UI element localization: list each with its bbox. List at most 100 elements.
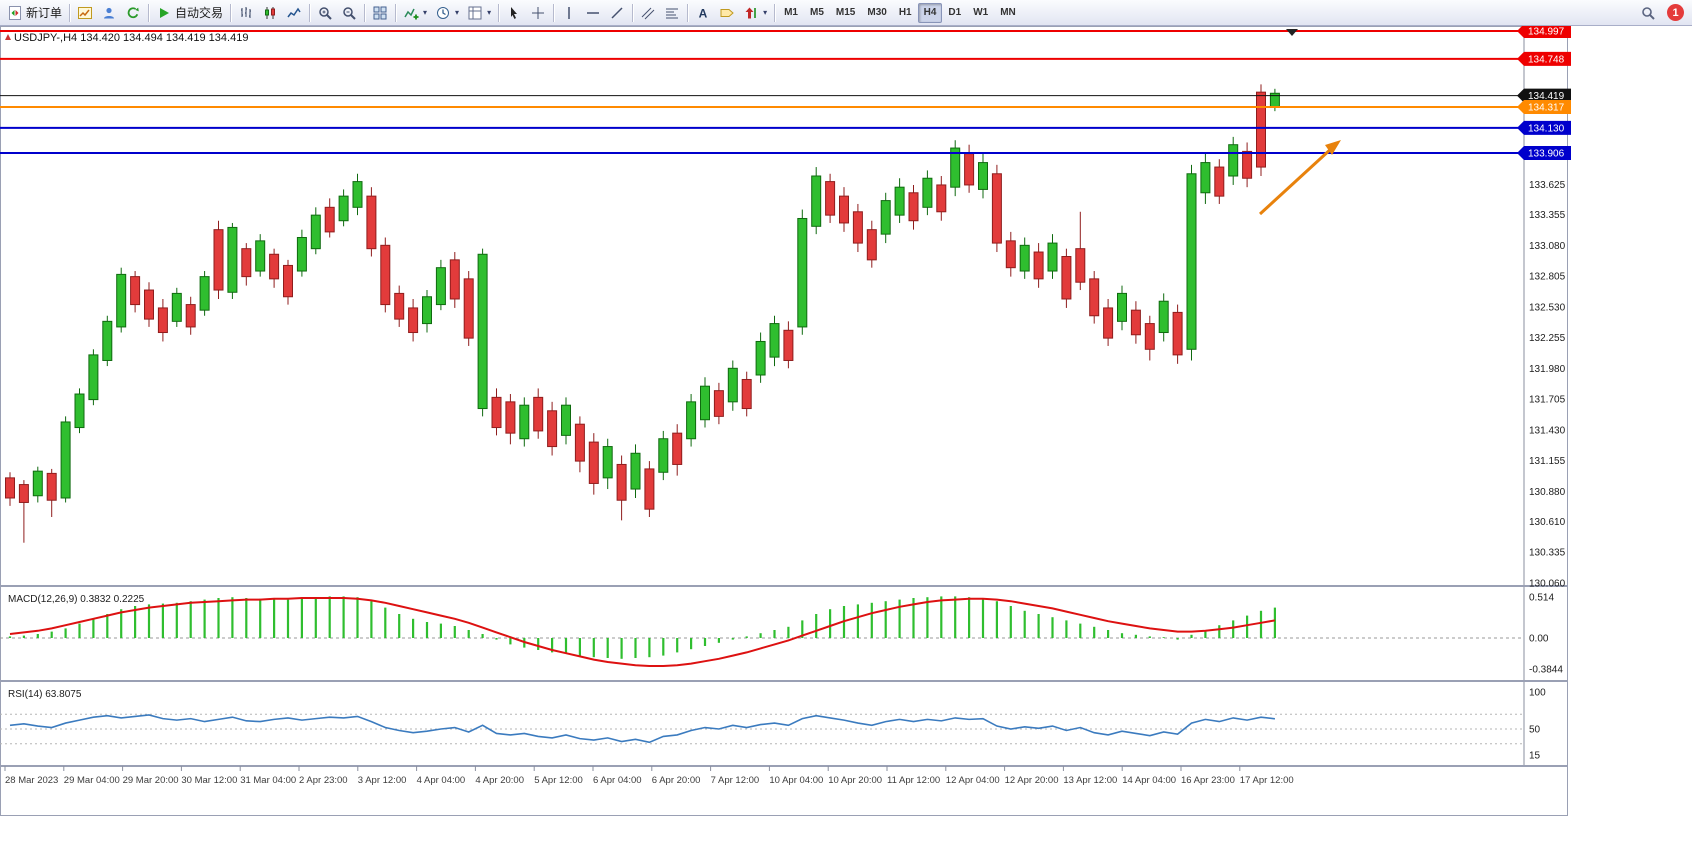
candle-body: [839, 195, 849, 224]
tile-windows-button[interactable]: [368, 2, 392, 24]
timeframe-button-W1[interactable]: W1: [973, 7, 989, 18]
templates-button[interactable]: ▾: [463, 2, 495, 24]
candle-body: [533, 396, 544, 432]
timeframe-button-H4[interactable]: H4: [917, 2, 943, 23]
timeframe-button-H1[interactable]: H1: [898, 7, 912, 18]
timeframe-button-M5[interactable]: M5: [810, 7, 824, 18]
zoom-out-button[interactable]: [337, 2, 361, 24]
candle-body: [157, 307, 168, 334]
time-axis-label: 14 Apr 04:00: [1122, 775, 1176, 786]
timeframe-button-M30[interactable]: M30: [867, 7, 887, 18]
toolbar-separator: [774, 3, 776, 22]
line-chart-button[interactable]: [282, 2, 306, 24]
new-chart-button[interactable]: [73, 2, 97, 24]
crosshair-button[interactable]: [526, 2, 550, 24]
candle-body: [463, 278, 474, 339]
candle-body: [574, 423, 585, 462]
candle-body: [310, 214, 321, 250]
candle-body: [338, 195, 349, 222]
price-tag-label: 134.130: [1528, 123, 1565, 134]
chevron-down-icon[interactable]: ▾: [487, 8, 492, 17]
macd-label: MACD(12,26,9) 0.3832 0.2225: [8, 594, 145, 605]
candlestick-icon: [262, 5, 278, 21]
candle-body: [1214, 166, 1225, 197]
chevron-down-icon[interactable]: ▾: [763, 8, 768, 17]
equidistant-channel-button[interactable]: [636, 2, 660, 24]
time-axis-label: 6 Apr 20:00: [652, 775, 701, 786]
channel-icon: [640, 5, 656, 21]
horizontal-line-button[interactable]: [581, 2, 605, 24]
chevron-down-icon[interactable]: ▾: [423, 8, 428, 17]
candle-body: [588, 441, 599, 484]
candle-body: [408, 307, 419, 334]
arrows-button[interactable]: ▾: [739, 2, 771, 24]
fibonacci-icon: [664, 5, 680, 21]
auto-trading-button[interactable]: 自动交易: [152, 2, 227, 24]
candle-body: [978, 162, 988, 190]
periods-button[interactable]: ▾: [431, 2, 463, 24]
price-tag-label: 134.317: [1528, 103, 1565, 114]
timeframe-button-D1[interactable]: D1: [948, 7, 962, 18]
timeframe-button-M15[interactable]: M15: [835, 7, 856, 18]
indicators-button[interactable]: ▾: [399, 2, 431, 24]
cursor-button[interactable]: [502, 2, 526, 24]
candle-body: [561, 404, 571, 436]
toolbar-separator: [553, 3, 555, 22]
vertical-line-icon: [561, 5, 577, 21]
toolbar-separator: [364, 3, 366, 22]
zoom-in-button[interactable]: [313, 2, 337, 24]
candle-body: [1047, 242, 1058, 272]
candle-body: [1158, 300, 1169, 334]
fibonacci-button[interactable]: [660, 2, 684, 24]
auto-trading-button-label: 自动交易: [175, 6, 224, 20]
price-axis-label: 133.355: [1529, 210, 1566, 221]
timeframe-button-MN[interactable]: MN: [1000, 7, 1016, 18]
price-tag-label: 134.748: [1528, 54, 1565, 65]
trendline-icon: [609, 5, 625, 21]
market-watch-button[interactable]: [121, 2, 145, 24]
notification-badge[interactable]: 1: [1667, 4, 1684, 21]
price-axis-label: 133.625: [1529, 180, 1566, 191]
candle-body: [644, 468, 655, 510]
line-chart-icon: [286, 5, 302, 21]
candlestick-chart-button[interactable]: [258, 2, 282, 24]
time-axis-label: 28 Mar 2023: [5, 775, 58, 786]
chart-shift-marker[interactable]: [1286, 29, 1298, 36]
rsi-axis-label: 15: [1529, 750, 1541, 761]
label-icon: [719, 5, 735, 21]
profiles-button[interactable]: [97, 2, 121, 24]
macd-axis-label: 0.00: [1529, 634, 1549, 645]
price-tag: 133.906: [1517, 145, 1571, 160]
vertical-line-button[interactable]: [557, 2, 581, 24]
candle-body: [74, 393, 85, 429]
price-axis-label: 132.530: [1529, 302, 1566, 313]
timeframe-button-M1[interactable]: M1: [784, 7, 798, 18]
time-axis-label: 2 Apr 23:00: [299, 775, 348, 786]
bar-chart-button[interactable]: [234, 2, 258, 24]
chevron-down-icon[interactable]: ▾: [455, 8, 460, 17]
trendline-button[interactable]: [605, 2, 629, 24]
new-order-button[interactable]: 新订单: [3, 2, 66, 24]
candle-body: [380, 244, 391, 306]
clock-icon: [435, 5, 451, 21]
text-label-button[interactable]: [715, 2, 739, 24]
text-button[interactable]: A: [691, 2, 715, 24]
macd-signal-line: [9, 597, 1276, 667]
price-tag: 134.317: [1517, 100, 1571, 115]
rsi-axis-label: 50: [1529, 725, 1541, 736]
candle-body: [1256, 91, 1266, 168]
search-button[interactable]: [1636, 2, 1660, 24]
toolbar-separator: [69, 3, 71, 22]
candle-body: [769, 323, 780, 358]
svg-text:A: A: [699, 6, 708, 20]
time-axis-label: 12 Apr 04:00: [946, 775, 1000, 786]
trend-arrow-annotation[interactable]: [1258, 140, 1341, 216]
time-axis-label: 12 Apr 20:00: [1005, 775, 1059, 786]
price-tag-label: 133.906: [1528, 148, 1565, 159]
time-axis-label: 7 Apr 12:00: [711, 775, 760, 786]
arrow-shaft[interactable]: [1258, 146, 1334, 216]
candle-body: [185, 304, 196, 328]
candle-body: [88, 354, 99, 401]
